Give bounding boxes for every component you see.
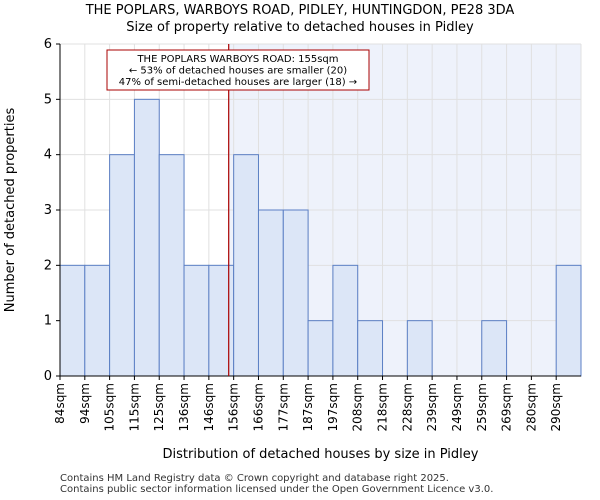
y-tick-label: 2 xyxy=(44,258,52,273)
x-tick-label: 218sqm xyxy=(376,383,390,431)
annotation-line: 47% of semi-detached houses are larger (… xyxy=(119,77,357,88)
footer-copyright: Contains HM Land Registry data © Crown c… xyxy=(60,473,449,484)
x-tick-label: 249sqm xyxy=(450,383,464,431)
x-tick-label: 146sqm xyxy=(202,383,216,431)
x-tick-label: 239sqm xyxy=(425,383,439,431)
x-tick-label: 166sqm xyxy=(251,383,265,431)
x-axis-label: Distribution of detached houses by size … xyxy=(163,447,479,462)
histogram-bar xyxy=(208,264,235,377)
y-axis-label: Number of detached properties xyxy=(3,108,18,313)
histogram-bar xyxy=(257,209,284,377)
y-tick-label: 6 xyxy=(44,37,52,52)
x-tick-label: 84sqm xyxy=(53,383,67,424)
annotation-box xyxy=(106,49,370,91)
x-tick-label: 177sqm xyxy=(276,383,290,431)
x-tick-label: 187sqm xyxy=(301,383,315,431)
x-tick-label: 208sqm xyxy=(351,383,365,431)
histogram-bar xyxy=(555,264,582,377)
chart-subtitle: Size of property relative to detached ho… xyxy=(126,20,474,35)
histogram-bar xyxy=(109,154,135,377)
histogram-bar xyxy=(233,154,259,377)
x-tick-label: 280sqm xyxy=(524,383,538,431)
histogram-bar xyxy=(481,320,508,377)
x-tick-label: 105sqm xyxy=(103,383,117,431)
x-tick-label: 125sqm xyxy=(152,383,166,431)
x-tick-label: 197sqm xyxy=(326,383,340,431)
x-tick-label: 136sqm xyxy=(177,383,191,431)
histogram-bar xyxy=(282,209,309,377)
y-tick-label: 0 xyxy=(44,369,52,384)
chart-title: THE POPLARS, WARBOYS ROAD, PIDLEY, HUNTI… xyxy=(85,3,515,18)
footer-licence: Contains public sector information licen… xyxy=(60,484,494,495)
x-tick-label: 94sqm xyxy=(78,383,92,424)
histogram-bar xyxy=(84,264,111,377)
histogram-bar xyxy=(332,264,359,377)
histogram-bar xyxy=(307,320,334,377)
x-tick-label: 290sqm xyxy=(549,383,563,431)
histogram-bar xyxy=(158,154,185,377)
annotation-line: THE POPLARS WARBOYS ROAD: 155sqm xyxy=(136,54,338,65)
y-tick-label: 4 xyxy=(44,148,52,163)
histogram-bar xyxy=(59,264,86,377)
histogram-bar xyxy=(183,264,210,377)
histogram-bar xyxy=(133,98,160,377)
histogram-bar xyxy=(406,320,433,377)
annotation-line: ← 53% of detached houses are smaller (20… xyxy=(129,66,347,77)
y-tick-label: 1 xyxy=(44,314,52,329)
y-tick-label: 3 xyxy=(44,203,52,218)
y-tick-label: 5 xyxy=(44,92,52,107)
x-tick-label: 269sqm xyxy=(500,383,514,431)
x-tick-label: 115sqm xyxy=(127,383,141,431)
x-tick-label: 156sqm xyxy=(227,383,241,431)
x-tick-label: 228sqm xyxy=(400,383,414,431)
histogram-bar xyxy=(357,320,384,377)
x-tick-label: 259sqm xyxy=(475,383,489,431)
